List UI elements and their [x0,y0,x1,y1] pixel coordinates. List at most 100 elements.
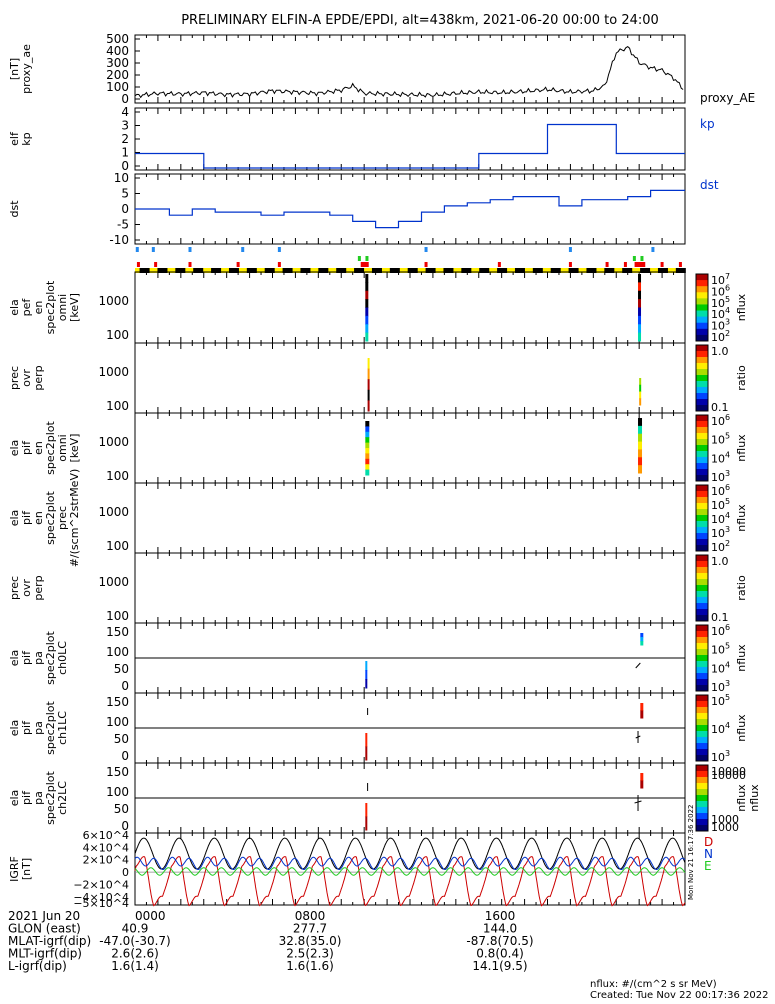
proxy-ae-ytick: 0 [121,92,129,106]
colorbar-tick: 105 [711,432,730,447]
igrf-ytick: 0 [122,866,129,879]
colorbar-segment [696,445,708,452]
elfin_a_pif_en_spec2plot_omni-ytick: 100 [106,469,129,483]
orbit-bar-segment [479,268,490,273]
elfin_a_pef_en_spec2plot_prec_ovr_perp-frame [134,342,686,414]
orbit-bar-segment [675,268,686,273]
proxy-ae-ylabel: [nT] [8,58,21,80]
colorbar-tick: 104 [711,660,730,675]
colorbar-segment [696,421,708,428]
flux-streak [638,441,643,450]
sz-blue-marker [568,247,572,252]
proxy-ae-ytick: 500 [106,32,129,46]
colorbar-tick: 106 [711,483,730,498]
sz-blue-marker [277,247,281,252]
orbit-bar-segment [497,268,508,273]
elfin_a_pif_pa_spec2plot_ch2LC-ytick: 50 [114,802,129,816]
colorbar-segment [696,795,708,802]
orbit-table-cell: 277.7 [293,922,327,936]
flux-streak [638,332,642,342]
flux-streak [365,299,369,308]
flux-streak [365,448,370,454]
flux-streak [638,425,643,435]
orbit-table-cell: 1.6(1.6) [286,959,334,973]
colorbar-segment [696,579,708,586]
elfin_a_pif_pa_spec2plot_ch0LC-ytick: 100 [106,645,129,659]
colorbar-segment [696,328,708,336]
sz-red-marker [136,262,140,267]
colorbar-label: nflux [735,293,748,321]
elfin_a_pef_en_spec2plot_omni-ylabel: spec2plot [44,280,57,334]
flux-streak [365,282,369,292]
elfin_a_pef_en_spec2plot_omni-ytick: 100 [106,328,129,342]
flux-streak [638,324,642,334]
elfin_a_pif_en_spec2plot_prec-ytick: 100 [106,539,129,553]
colorbar-segment [696,457,708,464]
kp-ytick: 0 [121,159,129,173]
colorbar-segment [696,304,708,312]
kp-line [135,123,685,169]
orbit-bar-segment [389,268,400,273]
colorbar-segment [696,777,708,784]
orbit-bar-segment [175,268,186,273]
proxy-ae-ytick: 100 [106,80,129,94]
elfin_a_pif_en_spec2plot_omni-ylabel: pif [20,440,33,455]
flux-streak [638,315,642,325]
elfin_a_pef_en_spec2plot_omni-ylabel: ela [8,299,21,316]
flux-streak [638,290,642,300]
colorbar-label: nflux [735,784,748,812]
igrf-n-line [134,856,686,870]
igrf-ytick: 2×10^4 [83,854,129,867]
orbit-bar-segment [443,268,454,273]
sz-red-marker [236,262,240,267]
sz-red-marker [424,262,428,267]
colorbar-label: nflux [735,644,748,672]
elfin_a_pef_en_spec2plot_omni-ylabel: [keV] [68,293,81,322]
orbit-table-cell: 2021 Jun 20 [8,909,80,923]
igrf-ytick: 6×10^4 [83,829,129,842]
orbit-table-cell: MLT-igrf(dip) [8,947,82,961]
colorbar-segment [696,369,708,376]
pa-streak [365,670,368,680]
orbit-bar-segment [264,268,275,273]
colorbar-segment [696,649,708,656]
pa-streak [640,637,644,642]
colorbar-segment [696,475,708,482]
colorbar-segment [696,533,708,540]
colorbar-frame [695,764,709,832]
flux-streak [365,315,369,325]
colorbar-segment [696,503,708,510]
orbit-bar-segment [282,268,293,273]
colorbar-tick: 105 [711,497,730,512]
colorbar-segment [696,567,708,574]
colorbar-segment [696,357,708,364]
ratio-streak [367,358,370,370]
colorbar-tick: 105 [711,693,730,708]
flux-streak [638,418,643,427]
colorbar-segment [696,485,708,492]
elfin_a_pif_en_spec2plot_prec-frame [134,482,686,554]
orbit-bar-segment [657,268,668,273]
flux-streak [365,307,369,317]
flux-streak [638,274,642,283]
colorbar-frame [695,624,709,692]
elfin_a_pif_pa_spec2plot_ch0LC-ylabel: pif [20,650,33,665]
colorbar-segment [696,637,708,644]
colorbar-segment [696,667,708,674]
colorbar-segment [696,597,708,604]
elfin_a_pef_en_spec2plot_omni-ytick: 1000 [98,294,129,308]
colorbar-segment [696,737,708,744]
colorbar-tick: 0.1 [711,611,729,624]
elfin_a_pif_en_spec2plot_omni-ylabel: en [32,441,45,455]
sz-green-marker [365,256,369,261]
colorbar-segment [696,701,708,708]
elfin_a_pif_pa_spec2plot_ch1LC-ylabel: ch1LC [56,711,69,745]
ratio-streak [367,389,370,401]
elfin_a_pif_pa_spec2plot_ch0LC-ylabel: ch0LC [56,641,69,675]
elfin_a_pif_pa_spec2plot_ch0LC-ytick: 50 [114,662,129,676]
colorbar-segment [696,539,708,546]
colorbar-label: nflux [735,434,748,462]
ratio-streak [639,398,642,406]
sz-red-marker [642,262,646,267]
colorbar-frame [695,554,709,622]
